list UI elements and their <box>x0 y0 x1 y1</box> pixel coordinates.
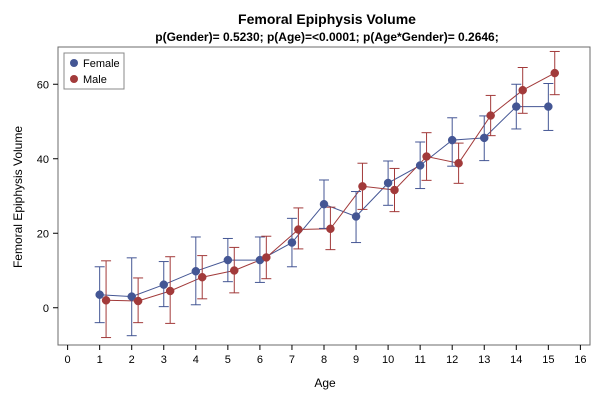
data-point-male <box>165 286 175 296</box>
x-tick-label: 12 <box>446 354 458 366</box>
data-point-male <box>518 85 527 95</box>
data-point-male <box>358 182 367 191</box>
data-point-male <box>390 185 399 195</box>
legend-label-male: Male <box>83 74 107 86</box>
x-tick-label: 9 <box>353 354 359 366</box>
x-tick-label: 11 <box>414 354 425 366</box>
x-tick-label: 7 <box>289 354 295 366</box>
data-point-female <box>319 199 329 209</box>
data-point-female <box>287 238 297 247</box>
legend-marker-female <box>70 59 78 67</box>
data-point-female <box>159 280 169 289</box>
x-tick-label: 2 <box>129 354 135 366</box>
data-point-female <box>383 178 393 188</box>
x-axis-label: Age <box>314 376 336 390</box>
y-tick-label: 20 <box>37 228 49 240</box>
data-point-male <box>133 296 143 306</box>
data-point-female <box>544 102 553 111</box>
data-point-male <box>230 266 239 275</box>
y-axis-label: Femoral Epiphysis Volume <box>11 126 25 268</box>
data-point-male <box>550 68 559 78</box>
chart-subtitle: p(Gender)= 0.5230; p(Age)=<0.0001; p(Age… <box>155 30 498 44</box>
x-tick-label: 15 <box>542 354 554 366</box>
data-point-female <box>127 292 136 301</box>
x-tick-label: 10 <box>382 354 394 366</box>
data-point-male <box>454 158 463 168</box>
data-point-male <box>101 296 111 305</box>
x-tick-label: 4 <box>193 354 199 366</box>
data-point-female <box>415 161 425 170</box>
x-tick-label: 6 <box>257 354 263 366</box>
x-tick-label: 0 <box>65 354 71 366</box>
data-point-female <box>447 135 457 145</box>
y-tick-label: 60 <box>37 79 49 91</box>
legend-marker-male <box>70 75 78 83</box>
x-tick-label: 5 <box>225 354 231 366</box>
data-point-female <box>479 133 489 143</box>
plot-area: 0 1 2 3 4 5 6 7 8 9 10 11 12 13 14 15 160204060FemaleMal… <box>37 46 591 366</box>
data-point-female <box>95 290 104 299</box>
data-point-male <box>294 225 303 234</box>
x-tick-label: 1 <box>97 354 103 366</box>
chart-title: Femoral Epiphysis Volume <box>238 11 416 27</box>
data-point-female <box>191 266 201 276</box>
data-point-male <box>422 152 431 161</box>
x-tick-label: 8 <box>321 354 327 366</box>
data-point-female <box>223 255 233 265</box>
data-point-female <box>351 212 361 221</box>
data-point-male <box>197 272 207 282</box>
legend-label-female: Female <box>83 58 120 70</box>
data-point-female <box>512 102 521 111</box>
x-tick-label: 14 <box>510 354 522 366</box>
data-point-male <box>326 224 335 234</box>
x-tick-label: 16 <box>574 354 586 366</box>
y-tick-label: 0 <box>43 303 49 315</box>
x-tick-label: 13 <box>478 354 490 366</box>
series-line-male <box>106 72 555 302</box>
x-tick-label: 3 <box>161 354 167 366</box>
data-point-male <box>262 253 271 262</box>
y-tick-label: 40 <box>37 154 49 166</box>
data-point-male <box>486 111 495 120</box>
